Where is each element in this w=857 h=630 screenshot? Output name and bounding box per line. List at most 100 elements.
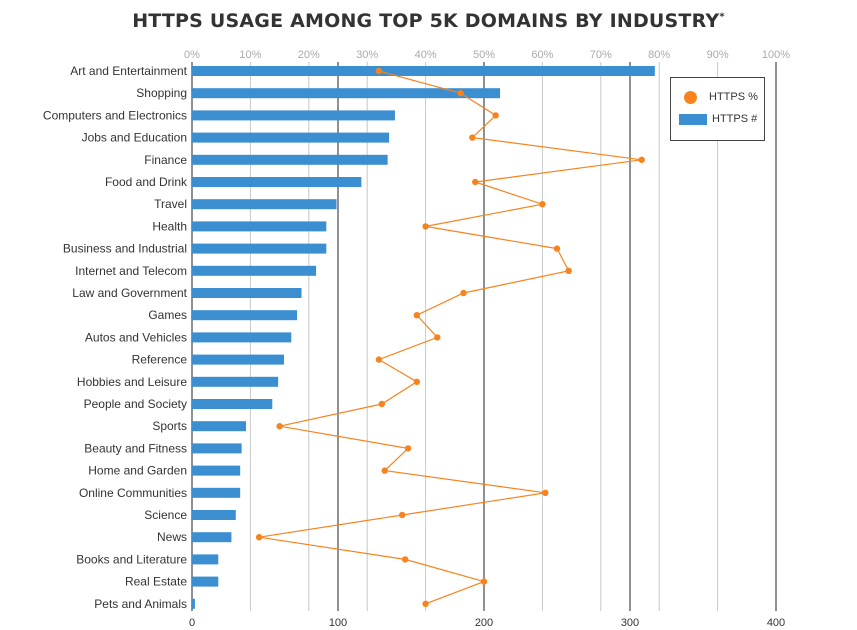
- percent-point: [469, 134, 476, 141]
- category-label: Games: [148, 308, 187, 322]
- percent-point: [276, 423, 283, 430]
- bar: [192, 376, 279, 387]
- bottom-tick-label: 400: [767, 617, 785, 629]
- category-label: Books and Literature: [76, 552, 187, 566]
- bar: [192, 487, 241, 498]
- bar: [192, 177, 362, 187]
- top-tick-label: 0%: [184, 49, 200, 61]
- bar: [192, 354, 284, 365]
- bar: [192, 265, 317, 276]
- category-label: Hobbies and Leisure: [77, 375, 187, 389]
- https-count-bars: [192, 66, 655, 609]
- percent-point: [401, 556, 409, 563]
- bar: [192, 110, 395, 121]
- top-tick-label: 100%: [762, 49, 790, 61]
- percent-point: [413, 312, 421, 319]
- top-tick-label: 90%: [707, 49, 729, 61]
- percent-point: [434, 334, 441, 341]
- top-tick-label: 20%: [298, 49, 320, 61]
- bar: [192, 221, 327, 232]
- bar: [192, 88, 501, 99]
- top-tick-label: 70%: [590, 49, 612, 61]
- bar: [192, 443, 242, 454]
- top-tick-label: 80%: [648, 49, 670, 61]
- bottom-tick-label: 300: [621, 617, 639, 629]
- percent-point: [422, 600, 429, 607]
- category-label: Finance: [144, 153, 187, 167]
- legend-label: HTTPS %: [709, 91, 758, 103]
- bottom-tick-label: 0: [189, 617, 195, 629]
- category-label: Reference: [132, 353, 188, 367]
- bar: [192, 243, 327, 254]
- bar: [192, 576, 219, 587]
- bar: [192, 288, 302, 298]
- percent-point: [375, 356, 383, 363]
- percent-point: [413, 378, 421, 385]
- percent-point: [542, 489, 549, 496]
- legend-item-https-percent: HTTPS %: [679, 87, 758, 107]
- legend: HTTPS % HTTPS #: [670, 77, 765, 141]
- top-tick-label: 40%: [415, 49, 437, 61]
- bar: [192, 199, 337, 210]
- top-axis-tick-labels: 0% 10% 20% 30% 40% 50% 60% 70% 80% 90% 100%: [184, 49, 790, 61]
- bar: [192, 132, 390, 143]
- category-label: Beauty and Fitness: [84, 441, 187, 455]
- percent-point: [399, 511, 406, 519]
- top-tick-label: 30%: [356, 49, 378, 61]
- percent-point: [375, 67, 383, 75]
- category-label: Home and Garden: [88, 464, 187, 478]
- percent-point: [381, 467, 388, 474]
- percent-point: [638, 156, 645, 163]
- percent-point: [472, 178, 479, 186]
- category-labels: Art and Entertainment Shopping Computers a…: [43, 64, 188, 611]
- category-label: Travel: [154, 197, 187, 211]
- percent-point: [492, 112, 499, 119]
- legend-item-https-count: HTTPS #: [679, 109, 757, 129]
- legend-dot-icon: [684, 90, 697, 104]
- percent-point: [404, 445, 412, 452]
- percent-point: [457, 90, 464, 97]
- percent-point: [460, 289, 467, 297]
- bottom-axis-tick-labels: 0 100 200 300 400: [189, 617, 785, 629]
- category-label: Art and Entertainment: [70, 64, 187, 78]
- https-percent-points: [255, 67, 645, 607]
- category-label: Autos and Vehicles: [85, 330, 187, 344]
- percent-point: [422, 223, 429, 230]
- category-label: Health: [152, 219, 187, 233]
- category-label: Online Communities: [79, 486, 187, 500]
- category-label: Internet and Telecom: [75, 264, 187, 278]
- chart-title: HTTPS USAGE AMONG TOP 5K DOMAINS BY INDU…: [132, 10, 725, 32]
- legend-label: HTTPS #: [712, 113, 758, 125]
- category-label: People and Society: [84, 397, 187, 411]
- bar: [192, 510, 236, 520]
- category-label: Sports: [152, 419, 187, 433]
- category-label: Food and Drink: [105, 175, 188, 189]
- percent-point: [539, 201, 546, 208]
- category-label: Pets and Animals: [94, 597, 187, 611]
- category-label: Shopping: [136, 86, 187, 100]
- percent-series-line: [259, 70, 642, 605]
- category-label: Science: [144, 508, 187, 522]
- category-label: Law and Government: [72, 286, 187, 300]
- title-footnote-mark: *: [719, 11, 725, 23]
- percent-point: [480, 578, 488, 585]
- category-label: Real Estate: [125, 575, 187, 589]
- bar: [192, 66, 655, 76]
- top-tick-label: 50%: [473, 49, 495, 61]
- percent-point: [378, 400, 385, 408]
- category-label: Computers and Electronics: [43, 108, 187, 122]
- percent-point: [255, 534, 263, 541]
- bar: [192, 399, 273, 409]
- bottom-tick-label: 100: [329, 617, 347, 629]
- bar: [192, 310, 298, 321]
- bar: [192, 465, 241, 476]
- bar: [192, 532, 232, 543]
- bar: [192, 598, 195, 609]
- category-label: News: [157, 530, 187, 544]
- bar: [192, 554, 219, 565]
- legend-bar-icon: [679, 113, 707, 125]
- percent-point: [565, 267, 572, 274]
- category-label: Jobs and Education: [82, 131, 187, 145]
- https-percent-line: [259, 70, 642, 605]
